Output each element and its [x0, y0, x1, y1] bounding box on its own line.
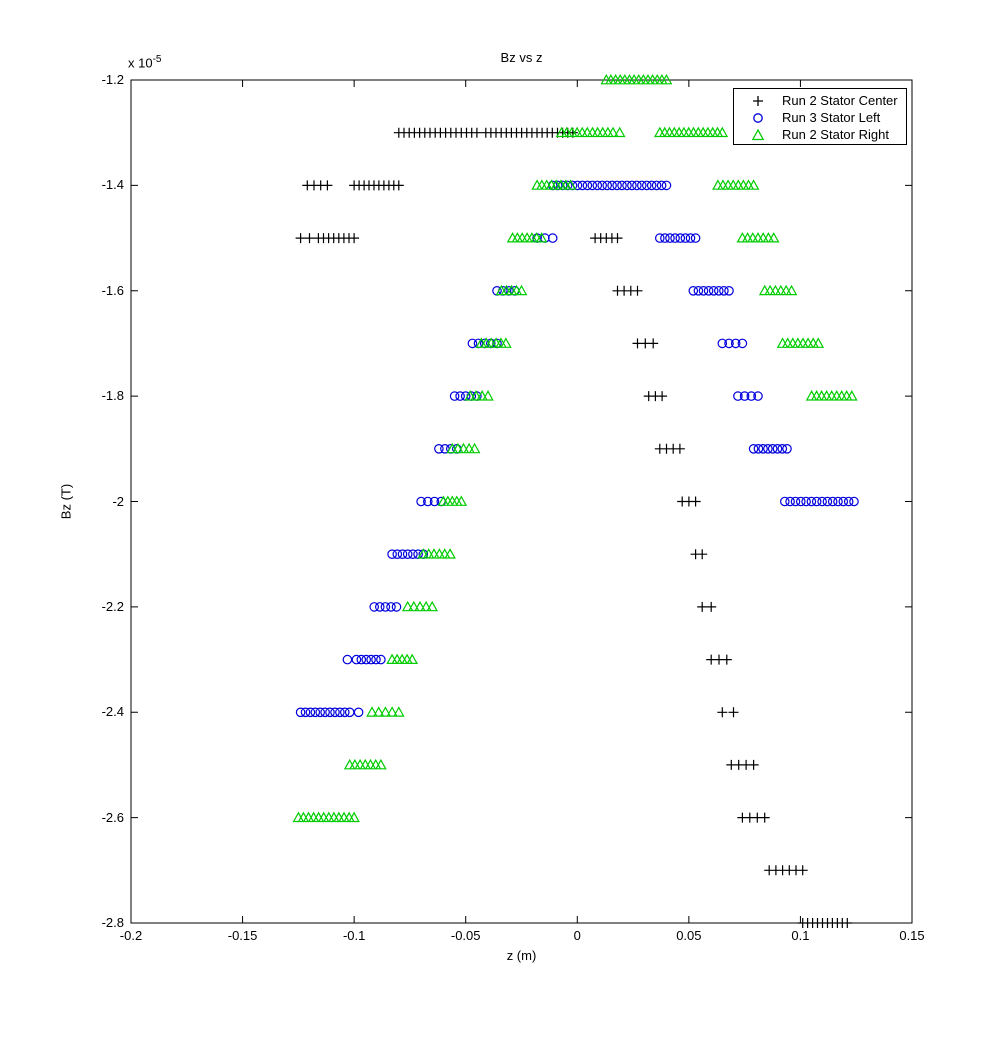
series-plus-markers [295, 127, 853, 928]
axis-ticks [130, 79, 913, 924]
chart-title: Bz vs z [500, 50, 543, 65]
y-tick-label: -2.4 [101, 704, 124, 720]
x-axis-label: z (m) [506, 948, 537, 963]
x-tick-label: -0.15 [227, 928, 258, 943]
y-tick-label: -1.4 [101, 177, 124, 193]
exponent-base: x 10 [128, 55, 153, 71]
y-tick-label: -1.2 [101, 72, 124, 87]
legend-label: Run 2 Stator Right [782, 127, 889, 142]
y-tick-label: -2.6 [101, 809, 124, 825]
x-tick-label: 0.1 [791, 928, 810, 943]
x-tick-label: 0.15 [899, 928, 925, 943]
y-tick-label: -1.6 [101, 282, 124, 298]
x-tick-label: 0 [573, 928, 581, 943]
legend-item: Run 2 Stator Right [734, 126, 906, 143]
plus-marker-icon [753, 95, 763, 106]
series-triangle-markers [292, 73, 858, 823]
triangle-marker-icon [751, 128, 765, 140]
y-tick-label: -2.2 [101, 598, 124, 614]
x-tick-label: 0.05 [676, 928, 702, 943]
x-tick-label: -0.2 [119, 928, 143, 943]
y-axis-exponent-label: x 10-5 [128, 52, 161, 70]
legend: Run 2 Stator Center Run 3 Stator Left Ru… [733, 88, 907, 145]
legend-item: Run 3 Stator Left [734, 109, 906, 126]
exponent-power: -5 [152, 54, 162, 65]
y-tick-label: -2 [112, 493, 124, 509]
x-tick-label: -0.05 [450, 928, 481, 943]
legend-label: Run 3 Stator Left [782, 110, 881, 125]
series-circle-markers [295, 180, 859, 718]
circle-marker-icon [753, 112, 763, 123]
legend-item: Run 2 Stator Center [734, 92, 906, 109]
y-tick-label: -2.8 [101, 915, 124, 930]
y-tick-label: -1.8 [101, 388, 124, 404]
legend-label: Run 2 Stator Center [782, 93, 898, 108]
x-tick-label: -0.1 [342, 928, 366, 943]
